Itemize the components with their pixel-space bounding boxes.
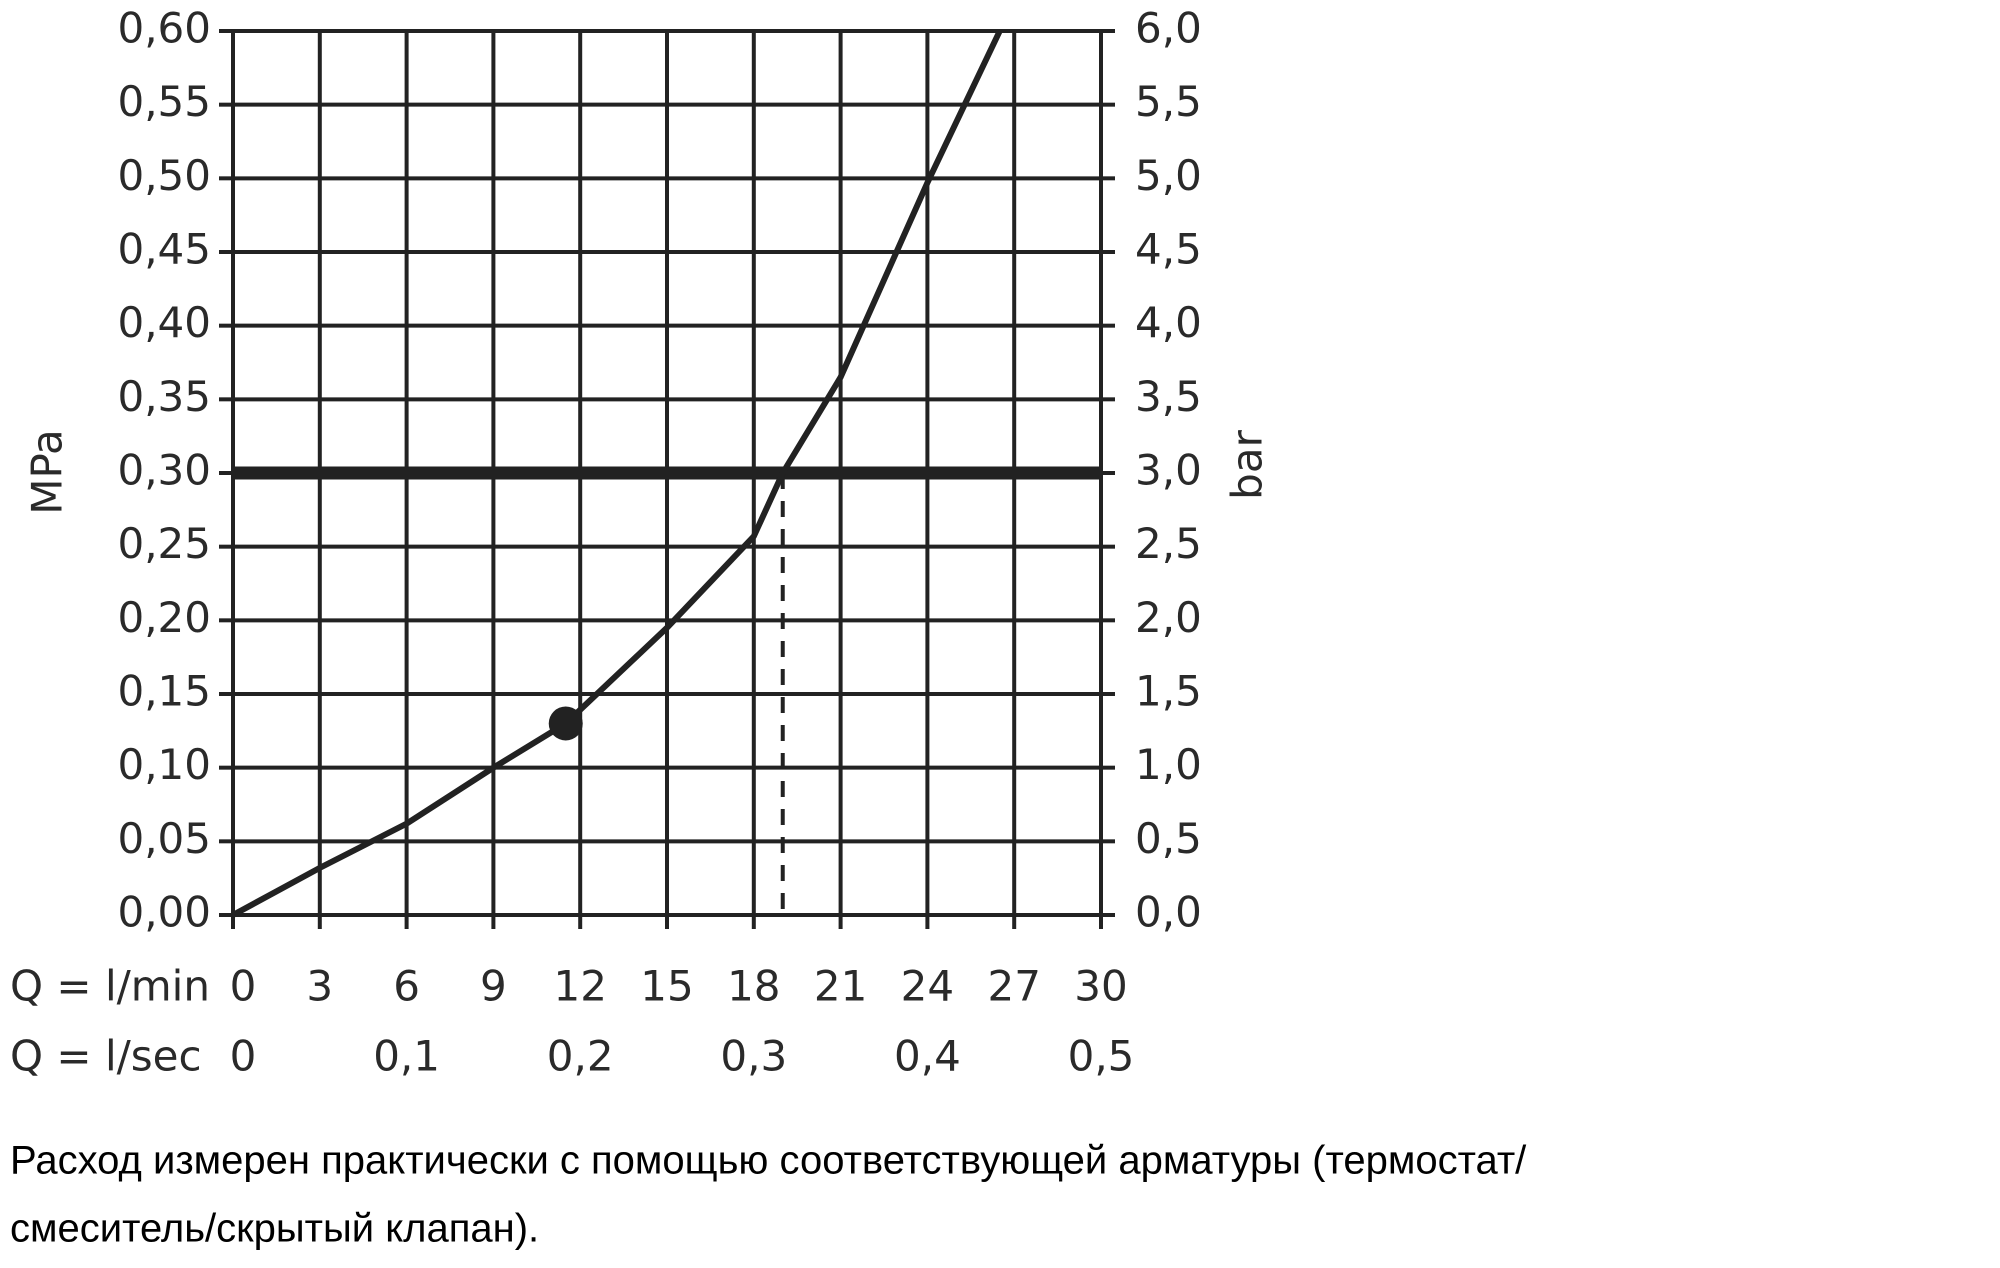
y2-tick-label: 1,5 bbox=[1135, 667, 1202, 716]
y-axis-label: MPa bbox=[23, 429, 72, 514]
y-tick-label: 0,15 bbox=[117, 667, 211, 716]
x-tick-label: 12 bbox=[553, 962, 606, 1011]
y-tick-label: 0,00 bbox=[117, 888, 211, 937]
y-tick-label: 0,45 bbox=[117, 225, 211, 274]
x2-tick-label: 0,1 bbox=[373, 1032, 440, 1081]
x-tick-label: 0 bbox=[230, 962, 257, 1011]
y2-tick-label: 4,0 bbox=[1135, 298, 1202, 347]
x-axis-label: Q = l/min bbox=[10, 962, 210, 1011]
x2-tick-label: 0,4 bbox=[894, 1032, 961, 1081]
y2-tick-label: 1,0 bbox=[1135, 740, 1202, 789]
y-tick-label: 0,60 bbox=[117, 4, 211, 53]
y2-tick-label: 5,5 bbox=[1135, 77, 1202, 126]
y-tick-label: 0,50 bbox=[117, 151, 211, 200]
x-tick-label: 6 bbox=[393, 962, 420, 1011]
x-tick-label: 3 bbox=[306, 962, 333, 1011]
y2-tick-label: 0,0 bbox=[1135, 888, 1202, 937]
x-tick-label: 18 bbox=[727, 962, 780, 1011]
x2-tick-label: 0,3 bbox=[720, 1032, 787, 1081]
x-tick-label: 27 bbox=[987, 962, 1040, 1011]
x-tick-label: 24 bbox=[901, 962, 954, 1011]
caption-line: Расход измерен практически с помощью соо… bbox=[10, 1139, 1527, 1183]
y2-tick-label: 6,0 bbox=[1135, 4, 1202, 53]
y-tick-label: 0,20 bbox=[117, 593, 211, 642]
x2-axis-label: Q = l/sec bbox=[10, 1032, 202, 1081]
y2-tick-label: 2,0 bbox=[1135, 593, 1202, 642]
y-tick-label: 0,35 bbox=[117, 372, 211, 421]
y2-tick-label: 3,0 bbox=[1135, 446, 1202, 495]
operating-point bbox=[548, 706, 583, 741]
y-tick-label: 0,40 bbox=[117, 298, 211, 347]
y-tick-label: 0,30 bbox=[117, 446, 211, 495]
x-tick-label: 15 bbox=[640, 962, 693, 1011]
x-tick-label: 30 bbox=[1074, 962, 1127, 1011]
caption-line: смеситель/скрытый клапан). bbox=[10, 1207, 539, 1251]
x2-tick-label: 0,5 bbox=[1068, 1032, 1135, 1081]
y-tick-label: 0,55 bbox=[117, 77, 211, 126]
y-tick-label: 0,05 bbox=[117, 814, 211, 863]
y2-axis-label: bar bbox=[1223, 429, 1272, 499]
x-tick-label: 21 bbox=[814, 962, 867, 1011]
y2-tick-label: 5,0 bbox=[1135, 151, 1202, 200]
x2-tick-label: 0 bbox=[230, 1032, 257, 1081]
y-tick-label: 0,25 bbox=[117, 519, 211, 568]
y2-tick-label: 3,5 bbox=[1135, 372, 1202, 421]
y2-tick-label: 4,5 bbox=[1135, 225, 1202, 274]
y-tick-label: 0,10 bbox=[117, 740, 211, 789]
x-tick-label: 9 bbox=[480, 962, 507, 1011]
y2-tick-label: 0,5 bbox=[1135, 814, 1202, 863]
y2-tick-label: 2,5 bbox=[1135, 519, 1202, 568]
x2-tick-label: 0,2 bbox=[547, 1032, 614, 1081]
curve bbox=[231, 29, 1003, 918]
